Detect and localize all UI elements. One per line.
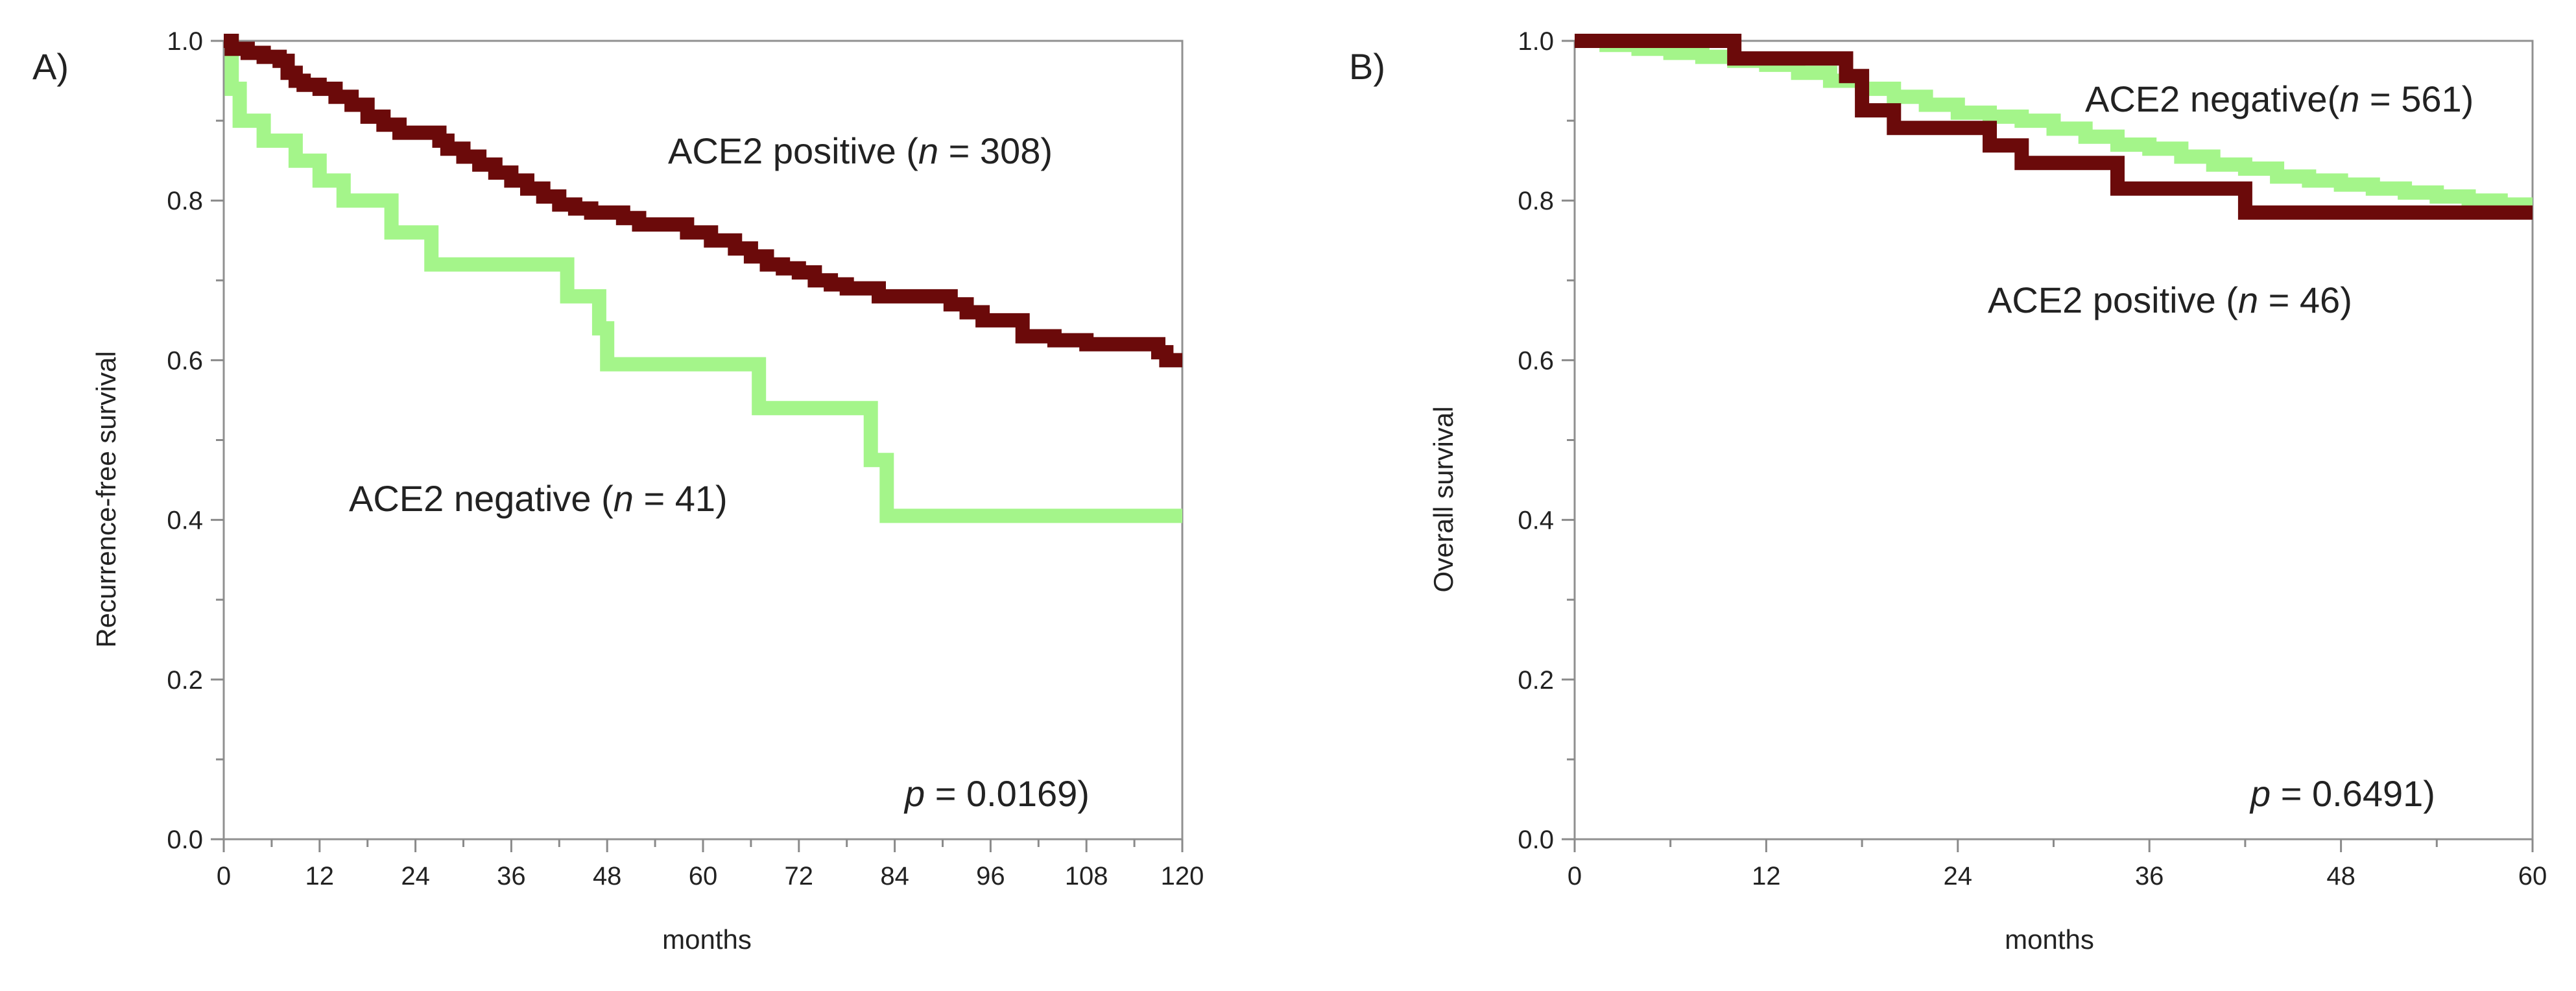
panel-b-annotation-negative-suffix: = 561) (2359, 78, 2474, 119)
panel-b-x-tick-label: 36 (2135, 862, 2164, 890)
panel-a-x-tick-label: 120 (1161, 862, 1204, 890)
panel-b-y-tick-label: 0.8 (1518, 187, 1554, 215)
panel-a-x-tick-label: 0 (217, 862, 231, 890)
panel-b-annotations: ACE2 negative(n = 561) ACE2 positive (n … (1988, 78, 2474, 814)
panel-b-series-group (1575, 34, 2533, 220)
panel-b-p-value: p = 0.6491) (2249, 773, 2435, 814)
panel-a-x-tick-label: 84 (880, 862, 909, 890)
panel-b-series-ace2-positive-line (1575, 34, 2533, 220)
panel-b-p-symbol: p (2249, 773, 2271, 814)
panel-b-x-tick-label: 48 (2326, 862, 2355, 890)
panel-a-p-text: = 0.0169) (925, 773, 1090, 814)
panel-a-p-symbol: p (903, 773, 925, 814)
panel-b-y-tick-label: 0.6 (1518, 346, 1554, 375)
panel-a-series-ace2-negative-line (224, 34, 1182, 523)
panel-b-p-text: = 0.6491) (2271, 773, 2435, 814)
panel-b-series-ace2-negative-line (1575, 34, 2533, 212)
panel-a-series-ace2-positive-line (224, 34, 1182, 368)
panel-a-y-tick-label: 1.0 (167, 27, 203, 56)
panel-a-y-tick-label: 0.2 (167, 666, 203, 695)
panel-b-annotation-positive: ACE2 positive (n = 46) (1988, 280, 2352, 320)
panel-a-x-tick-label: 96 (976, 862, 1005, 890)
panel-b-y-tick-label: 0.4 (1518, 507, 1554, 535)
panel-a-annotations: ACE2 positive (n = 308) ACE2 negative (n… (349, 130, 1090, 814)
panel-a-y-tick-label: 0.6 (167, 346, 203, 375)
panel-a-annotation-positive-prefix: ACE2 positive ( (668, 130, 918, 171)
panel-b-x-tick-label: 12 (1752, 862, 1781, 890)
panel-b-annotation-positive-suffix: = 46) (2258, 280, 2352, 320)
panel-a-x-tick-label: 36 (497, 862, 526, 890)
panel-b-y-tick-label: 0.0 (1518, 826, 1554, 854)
panel-b: B) Overall survival months 0 12 24 36 48 60 0.… (1349, 27, 2547, 955)
panel-a-series-group (224, 34, 1182, 523)
panel-a: A) Recurrence-free survival months 0 12 24… (32, 27, 1204, 955)
panel-b-annotation-positive-n: n (2238, 280, 2258, 320)
panel-a-annotation-negative-suffix: = 41) (634, 478, 728, 519)
panel-b-x-tick-label: 24 (1944, 862, 1973, 890)
panel-a-x-tick-label: 60 (689, 862, 718, 890)
panel-a-x-tick-label: 108 (1065, 862, 1108, 890)
panel-b-y-tick-label: 0.2 (1518, 666, 1554, 695)
panel-a-y-axis-label: Recurrence-free survival (91, 351, 121, 648)
panel-b-axes: 0 12 24 36 48 60 0.0 0.2 0.4 0.6 0.8 1.0 (1518, 27, 2547, 890)
panel-a-annotation-negative: ACE2 negative (n = 41) (349, 478, 728, 519)
panel-b-annotation-positive-prefix: ACE2 positive ( (1988, 280, 2238, 320)
panel-b-x-axis-label: months (2005, 924, 2094, 955)
panel-b-annotation-negative-prefix: ACE2 negative( (2085, 78, 2340, 119)
panel-b-y-axis-label: Overall survival (1428, 406, 1459, 592)
panel-a-annotation-positive: ACE2 positive (n = 308) (668, 130, 1053, 171)
panel-a-annotation-positive-n: n (918, 130, 938, 171)
panel-b-label: B) (1349, 46, 1385, 87)
panel-a-label: A) (32, 46, 69, 87)
panel-a-x-tick-label: 24 (401, 862, 430, 890)
panel-a-annotation-positive-suffix: = 308) (938, 130, 1053, 171)
panel-b-x-tick-label: 60 (2518, 862, 2547, 890)
panel-a-x-tick-label: 12 (305, 862, 335, 890)
panel-b-annotation-negative: ACE2 negative(n = 561) (2085, 78, 2474, 119)
panel-b-annotation-negative-n: n (2339, 78, 2359, 119)
panel-b-y-tick-label: 1.0 (1518, 27, 1554, 56)
panel-a-y-tick-label: 0.4 (167, 507, 203, 535)
panel-a-axes: 0 12 24 36 48 60 72 84 96 108 120 0.0 0.2 0.4 0.6 0.8 1.… (167, 27, 1204, 890)
panel-a-y-tick-label: 0.0 (167, 826, 203, 854)
panel-a-annotation-negative-prefix: ACE2 negative ( (349, 478, 614, 519)
panel-a-annotation-negative-n: n (614, 478, 634, 519)
panel-b-x-tick-label: 0 (1568, 862, 1582, 890)
panel-a-x-tick-label: 72 (785, 862, 814, 890)
panel-a-x-axis-label: months (662, 924, 752, 955)
panel-a-x-tick-label: 48 (593, 862, 622, 890)
panel-a-p-value: p = 0.0169) (903, 773, 1090, 814)
panel-a-y-tick-label: 0.8 (167, 187, 203, 215)
